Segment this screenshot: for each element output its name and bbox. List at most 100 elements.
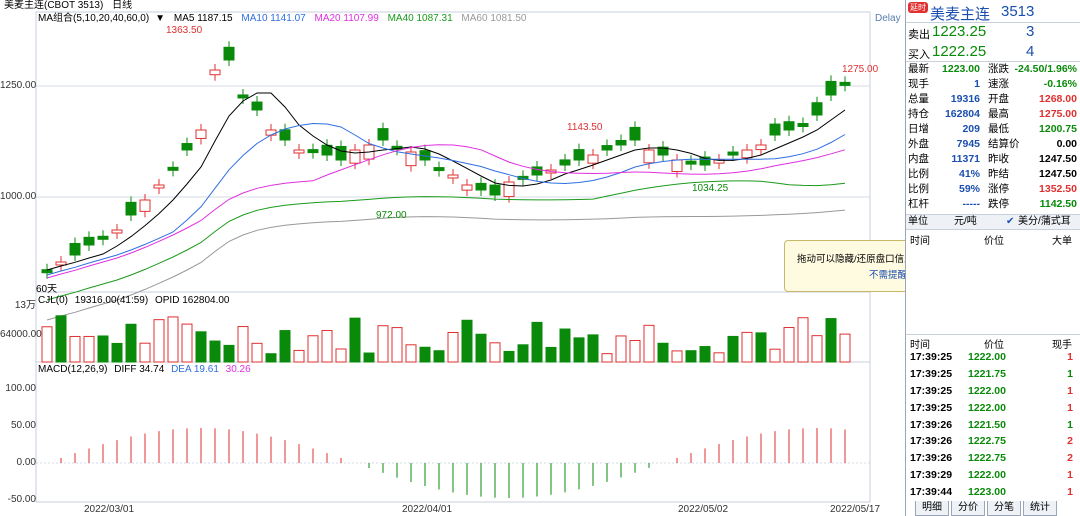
volume-bar (671, 350, 683, 363)
annot-high: 1363.50 (166, 25, 203, 36)
candle-body (755, 144, 767, 151)
stat-row: 杠杆 ----- (906, 197, 984, 212)
volume-axis-mid: 64000.00 (0, 329, 42, 340)
trades-list[interactable]: 17:39:25 1222.00 1 17:39:25 1221.75 1 17:39:25… (906, 349, 1080, 501)
trades-header-price: 价位 (984, 340, 1004, 351)
candle-body (181, 143, 193, 151)
stat-value: 1200.75 (1039, 123, 1077, 135)
stat-label: 昨收 (988, 153, 1009, 165)
trade-time: 17:39:44 (910, 486, 953, 499)
ma20-label: MA20 1107.99 (314, 13, 379, 24)
stat-label: 最新 (908, 63, 929, 75)
volume-bar (167, 316, 179, 363)
candle-body (265, 129, 277, 136)
candle-body (657, 146, 669, 156)
price-axis-1000: 1000.00 (0, 191, 37, 202)
stat-value: 1352.50 (1039, 183, 1077, 195)
volume-bar (111, 342, 123, 363)
volume-bar (293, 349, 305, 363)
stat-row: 最低 1200.75 (986, 122, 1080, 137)
candle-body (237, 94, 249, 99)
stat-value: ----- (962, 198, 980, 210)
trade-price: 1221.75 (968, 367, 1006, 380)
trades-header-time: 时间 (910, 340, 930, 351)
unit-option-yuan[interactable]: 元/吨 (954, 216, 977, 227)
kline-chart-area[interactable]: 美麦主连(CBOT 3513) 日线 MA组合(5,10,20,40,60,0)… (0, 0, 916, 516)
stat-label: 跌停 (988, 198, 1009, 210)
tab-detail[interactable]: 明细 (915, 501, 949, 516)
candle-body (741, 149, 753, 159)
volume-bar (237, 326, 249, 363)
annot-low1: 972.00 (376, 210, 407, 221)
trade-qty: 1 (1067, 486, 1073, 499)
tab-tick[interactable]: 分笔 (987, 501, 1021, 516)
macd-tick-100: 100.00 (5, 383, 36, 394)
volume-bar (419, 346, 431, 363)
trade-time: 17:39:25 (910, 384, 953, 397)
volume-bar (727, 335, 739, 363)
candlestick-chart[interactable] (0, 0, 872, 516)
trade-price: 1222.00 (968, 469, 1006, 482)
candle-body (461, 184, 473, 191)
quote-header: 延时 美麦主连 3513 (906, 0, 1080, 23)
volume-bar (713, 352, 725, 363)
tooltip-dismiss-link[interactable]: 不需提醒 (868, 270, 907, 281)
stat-value: -0.16% (1043, 78, 1077, 90)
tab-price[interactable]: 分价 (951, 501, 985, 516)
chart-title: 美麦主连(CBOT 3513) (4, 0, 104, 11)
stat-row: 日增 209 (906, 122, 984, 137)
trade-row: 17:39:25 1222.00 1 (906, 400, 1080, 417)
ma-legend: MA组合(5,10,20,40,60,0) ▼ MA5 1187.15 MA10 … (38, 13, 527, 24)
unit-option-cents[interactable]: 美分/蒲式耳 (1018, 216, 1071, 227)
ma60-tag: 60天 (36, 284, 58, 295)
stat-label: 持仓 (908, 108, 929, 120)
volume-bar (125, 323, 137, 363)
volume-bar (601, 353, 613, 363)
volume-bar (503, 350, 515, 363)
stat-value: 19316 (950, 93, 980, 105)
period-label[interactable]: 日线 (112, 0, 133, 11)
volume-bar (97, 335, 109, 363)
trade-price: 1222.00 (968, 401, 1006, 414)
stat-value: 1223.00 (942, 63, 980, 75)
volume-bar (685, 350, 697, 363)
drag-tooltip[interactable]: 拖动可以隐藏/还原盘口信息 不需提醒 (784, 240, 916, 292)
candle-body (349, 149, 361, 164)
stat-label: 速涨 (988, 78, 1009, 90)
trade-row: 17:39:29 1222.00 1 (906, 467, 1080, 484)
volume-bar (741, 331, 753, 363)
candle-body (139, 199, 151, 212)
candle-body (153, 184, 165, 189)
macd-diff: DIFF 34.74 (114, 364, 165, 375)
candle-body (797, 123, 809, 128)
bid-price: 1222.25 (932, 43, 987, 60)
candle-body (41, 269, 53, 274)
stat-value: 1247.50 (1039, 168, 1077, 180)
macd-tick-50: 50.00 (10, 420, 36, 431)
ask-label: 卖出 (908, 29, 930, 41)
volume-values: 19316.00(41:59) (74, 295, 149, 306)
ma10-label: MA10 1141.07 (241, 13, 306, 24)
trade-time: 17:39:25 (910, 401, 953, 414)
stat-row: 持仓 162804 (906, 107, 984, 122)
candle-body (83, 236, 95, 246)
stat-label: 昨结 (988, 168, 1009, 180)
volume-bar (41, 326, 53, 363)
candle-body (335, 146, 347, 161)
ma-group-label[interactable]: MA组合(5,10,20,40,60,0) (38, 13, 150, 24)
depth-header: 时间 价位 大单 (906, 232, 1080, 247)
candle-body (811, 102, 823, 116)
trade-row: 17:39:25 1221.75 1 (906, 366, 1080, 383)
stat-row: 最高 1275.00 (986, 107, 1080, 122)
stat-value: 0.00 (1056, 138, 1077, 150)
tab-stats[interactable]: 统计 (1023, 501, 1057, 516)
price-axis-1250: 1250.00 (0, 80, 37, 91)
stat-value: 1247.50 (1039, 153, 1077, 165)
stat-row: 比例 41% (906, 167, 984, 182)
volume-bar (251, 342, 263, 363)
stats-right-column: 涨跌 -24.50/1.96% 速涨 -0.16% 开盘 1268.00 最高 1275.00… (986, 62, 1080, 212)
stat-label: 日增 (908, 123, 929, 135)
tooltip-text: 拖动可以隐藏/还原盘口信息 (797, 254, 914, 265)
stat-value: 11371 (951, 153, 980, 165)
trade-price: 1222.00 (968, 351, 1006, 363)
